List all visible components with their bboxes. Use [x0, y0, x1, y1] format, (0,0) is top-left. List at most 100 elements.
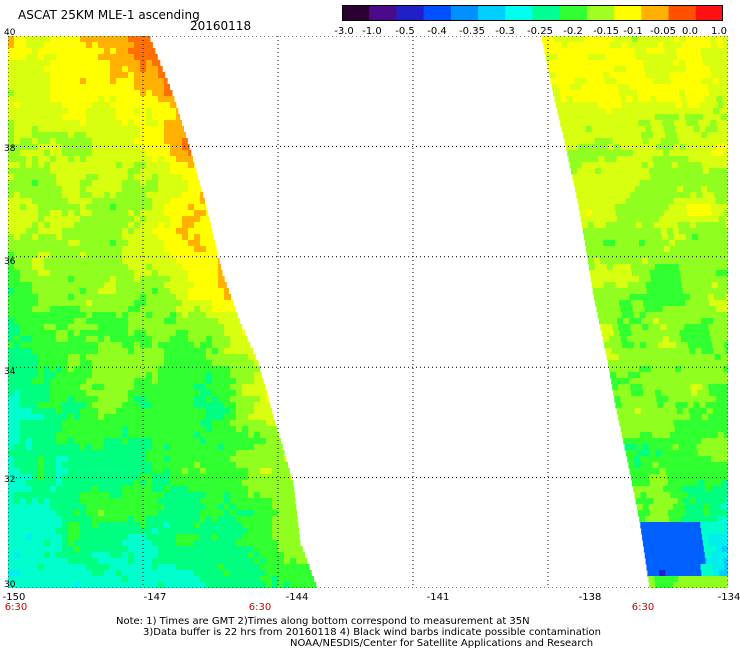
colorbar-label: 1.0 [711, 26, 727, 37]
wind-cell [86, 516, 93, 523]
wind-cell [134, 156, 141, 163]
wind-cell [140, 192, 147, 199]
wind-cell [98, 408, 105, 415]
wind-cell [26, 132, 33, 139]
wind-cell [641, 54, 649, 61]
wind-cell [44, 156, 51, 163]
wind-cell [176, 492, 183, 499]
wind-cell [643, 168, 650, 175]
wind-cell [92, 348, 99, 355]
wind-cell [188, 336, 195, 343]
wind-cell [74, 516, 81, 523]
wind-cell [645, 210, 653, 217]
wind-cell [224, 360, 231, 367]
wind-cell [599, 84, 607, 91]
wind-cell [80, 438, 87, 445]
wind-cell [74, 402, 81, 409]
wind-cell [14, 270, 21, 277]
wind-cell [647, 468, 655, 475]
wind-cell [86, 456, 93, 463]
wind-cell [635, 54, 643, 61]
wind-cell [645, 432, 653, 439]
wind-cell [164, 444, 171, 451]
wind-cell [708, 504, 716, 511]
wind-cell [200, 222, 207, 229]
wind-cell [705, 72, 712, 79]
wind-cell [20, 54, 27, 61]
wind-cell [706, 48, 713, 55]
wind-cell [38, 66, 45, 73]
wind-cell [727, 90, 728, 97]
wind-cell [620, 360, 627, 367]
wind-cell [695, 84, 703, 91]
wind-cell [676, 48, 683, 55]
wind-cell [679, 270, 687, 277]
wind-cell [134, 108, 141, 115]
wind-cell [655, 144, 663, 151]
wind-cell [654, 264, 662, 271]
wind-cell [44, 102, 51, 109]
wind-cell [579, 126, 587, 133]
wind-cell [146, 210, 153, 217]
wind-cell [639, 312, 647, 319]
wind-cell [194, 384, 201, 391]
wind-cell [164, 138, 171, 145]
wind-cell [122, 96, 129, 103]
wind-cell [116, 78, 123, 85]
wind-cell [86, 450, 93, 457]
wind-cell [224, 354, 231, 361]
wind-cell [134, 114, 141, 121]
wind-cell [158, 78, 165, 85]
wind-cell [206, 282, 213, 289]
wind-cell [122, 108, 129, 115]
wind-cell [182, 282, 189, 289]
wind-cell [664, 342, 671, 349]
wind-cell [14, 234, 21, 241]
wind-cell [86, 60, 93, 67]
wind-cell [621, 282, 629, 289]
wind-cell [574, 48, 581, 55]
wind-cell [630, 384, 637, 391]
wind-cell [642, 264, 650, 271]
wind-cell [134, 336, 141, 343]
wind-cell [56, 66, 63, 73]
wind-cell [284, 522, 291, 529]
wind-cell [572, 66, 579, 73]
wind-cell [32, 276, 39, 283]
wind-cell [723, 210, 728, 217]
wind-cell [98, 144, 105, 151]
wind-cell [224, 330, 231, 337]
wind-cell [26, 294, 33, 301]
wind-cell [134, 444, 141, 451]
wind-cell [710, 336, 718, 343]
wind-cell [697, 420, 704, 427]
wind-cell [140, 480, 147, 487]
wind-cell [80, 168, 87, 175]
wind-cell [188, 492, 195, 499]
wind-cell [620, 36, 627, 43]
wind-cell [628, 462, 635, 469]
wind-cell [86, 306, 93, 313]
wind-cell [86, 390, 93, 397]
wind-cell [566, 120, 573, 127]
wind-cell [722, 276, 728, 283]
wind-cell [625, 198, 633, 205]
wind-cell [8, 462, 15, 469]
wind-cell [617, 318, 624, 325]
wind-cell [122, 168, 129, 175]
wind-cell [140, 474, 147, 481]
wind-cell [80, 312, 87, 319]
wind-cell [146, 492, 153, 499]
wind-cell [694, 372, 701, 379]
wind-cell [597, 150, 604, 157]
wind-cell [146, 324, 153, 331]
wind-cell [74, 336, 81, 343]
wind-cell [50, 198, 57, 205]
wind-cell [727, 390, 728, 397]
wind-cell [679, 300, 686, 307]
wind-cell [658, 78, 666, 85]
wind-cell [80, 120, 87, 127]
wind-cell [726, 444, 728, 451]
wind-cell [212, 438, 219, 445]
wind-cell [140, 114, 147, 121]
